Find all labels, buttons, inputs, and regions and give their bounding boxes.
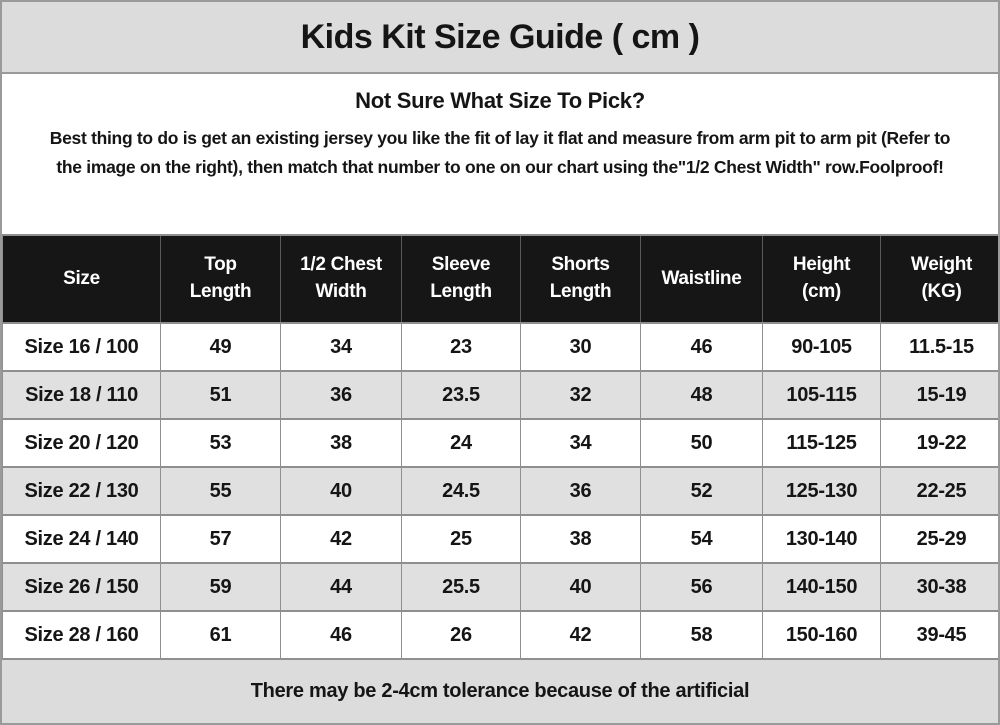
- value-cell: 48: [640, 370, 763, 420]
- value-cell: 58: [640, 610, 763, 660]
- value-cell: 56: [640, 562, 763, 612]
- value-cell: 11.5-15: [880, 322, 998, 372]
- value-cell: 38: [280, 418, 402, 468]
- value-cell: 49: [160, 322, 281, 372]
- col-header-weight: Weight (KG): [880, 234, 998, 324]
- value-cell: 42: [280, 514, 402, 564]
- value-cell: 52: [640, 466, 763, 516]
- size-table: Size Top Length 1/2 Chest Width Sleeve L…: [2, 234, 998, 660]
- value-cell: 90-105: [762, 322, 881, 372]
- value-cell: 40: [280, 466, 402, 516]
- value-cell: 24.5: [401, 466, 521, 516]
- value-cell: 36: [280, 370, 402, 420]
- table-row: Size 22 / 130 55 40 24.5 36 52 125-130 2…: [2, 466, 998, 516]
- value-cell: 105-115: [762, 370, 881, 420]
- intro-heading: Not Sure What Size To Pick?: [355, 88, 645, 113]
- value-cell: 25-29: [880, 514, 998, 564]
- value-cell: 19-22: [880, 418, 998, 468]
- value-cell: 40: [520, 562, 641, 612]
- value-cell: 57: [160, 514, 281, 564]
- value-cell: 32: [520, 370, 641, 420]
- value-cell: 46: [280, 610, 402, 660]
- value-cell: 55: [160, 466, 281, 516]
- footer-note: There may be 2-4cm tolerance because of …: [250, 680, 750, 702]
- value-cell: 150-160: [762, 610, 881, 660]
- value-cell: 25.5: [401, 562, 521, 612]
- value-cell: 23.5: [401, 370, 521, 420]
- value-cell: 44: [280, 562, 402, 612]
- value-cell: 39-45: [880, 610, 998, 660]
- table-row: Size 18 / 110 51 36 23.5 32 48 105-115 1…: [2, 370, 998, 420]
- col-header-top-length: Top Length: [160, 234, 281, 324]
- value-cell: 115-125: [762, 418, 881, 468]
- value-cell: 24: [401, 418, 521, 468]
- value-cell: 15-19: [880, 370, 998, 420]
- value-cell: 36: [520, 466, 641, 516]
- intro-body-line-1: Best thing to do is get an existing jers…: [49, 128, 951, 148]
- value-cell: 54: [640, 514, 763, 564]
- value-cell: 42: [520, 610, 641, 660]
- intro-body-line-2: the image on the right), then match that…: [56, 157, 944, 177]
- table-row: Size 16 / 100 49 34 23 30 46 90-105 11.5…: [2, 322, 998, 372]
- value-cell: 30-38: [880, 562, 998, 612]
- col-header-waistline: Waistline: [640, 234, 763, 324]
- table-row: Size 28 / 160 61 46 26 42 58 150-160 39-…: [2, 610, 998, 660]
- page-title: Kids Kit Size Guide ( cm ): [300, 17, 700, 56]
- value-cell: 34: [280, 322, 402, 372]
- col-header-size: Size: [2, 234, 161, 324]
- col-header-shorts-length: Shorts Length: [520, 234, 641, 324]
- value-cell: 23: [401, 322, 521, 372]
- size-cell: Size 16 / 100: [2, 322, 161, 372]
- value-cell: 61: [160, 610, 281, 660]
- value-cell: 125-130: [762, 466, 881, 516]
- value-cell: 140-150: [762, 562, 881, 612]
- value-cell: 25: [401, 514, 521, 564]
- value-cell: 53: [160, 418, 281, 468]
- intro-section: Not Sure What Size To Pick? Best thing t…: [2, 74, 998, 234]
- value-cell: 51: [160, 370, 281, 420]
- table-row: Size 24 / 140 57 42 25 38 54 130-140 25-…: [2, 514, 998, 564]
- value-cell: 22-25: [880, 466, 998, 516]
- value-cell: 38: [520, 514, 641, 564]
- value-cell: 26: [401, 610, 521, 660]
- size-cell: Size 18 / 110: [2, 370, 161, 420]
- size-cell: Size 20 / 120: [2, 418, 161, 468]
- footer-note-bar: There may be 2-4cm tolerance because of …: [2, 660, 998, 723]
- table-row: Size 26 / 150 59 44 25.5 40 56 140-150 3…: [2, 562, 998, 612]
- title-banner: Kids Kit Size Guide ( cm ): [2, 2, 998, 74]
- table-row: Size 20 / 120 53 38 24 34 50 115-125 19-…: [2, 418, 998, 468]
- table-header-row: Size Top Length 1/2 Chest Width Sleeve L…: [2, 234, 998, 324]
- size-cell: Size 28 / 160: [2, 610, 161, 660]
- col-header-height: Height (cm): [762, 234, 881, 324]
- col-header-chest-width: 1/2 Chest Width: [280, 234, 402, 324]
- col-header-sleeve-length: Sleeve Length: [401, 234, 521, 324]
- value-cell: 46: [640, 322, 763, 372]
- value-cell: 30: [520, 322, 641, 372]
- value-cell: 50: [640, 418, 763, 468]
- value-cell: 130-140: [762, 514, 881, 564]
- value-cell: 59: [160, 562, 281, 612]
- size-cell: Size 24 / 140: [2, 514, 161, 564]
- size-cell: Size 26 / 150: [2, 562, 161, 612]
- size-cell: Size 22 / 130: [2, 466, 161, 516]
- value-cell: 34: [520, 418, 641, 468]
